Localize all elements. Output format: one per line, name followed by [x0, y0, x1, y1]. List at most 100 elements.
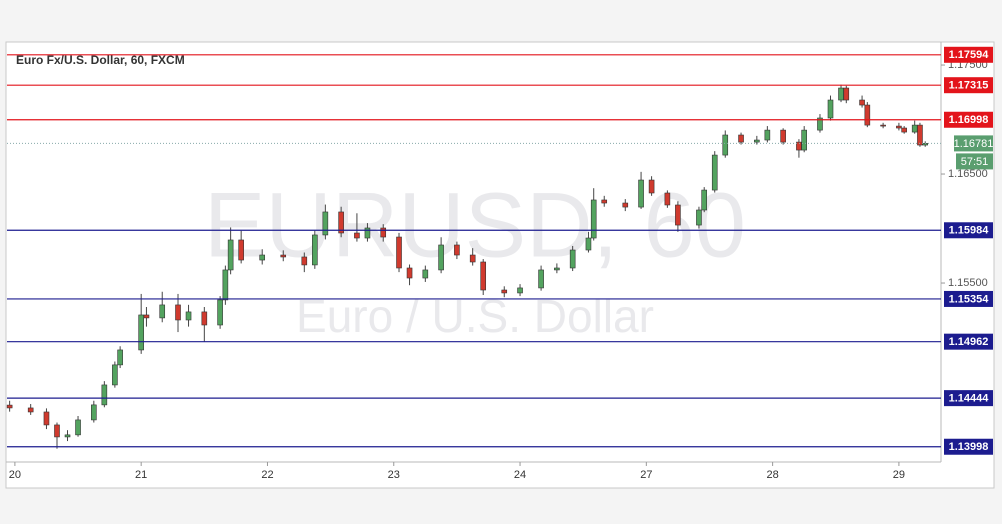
x-tick-label: 28: [766, 469, 778, 481]
level-label: 1.17594: [949, 49, 990, 61]
candle-body: [227, 239, 234, 271]
candle-body: [396, 236, 402, 269]
candle-body: [6, 404, 13, 409]
candle-body: [75, 419, 81, 436]
candle-body: [238, 239, 244, 261]
candle-body: [469, 254, 476, 263]
x-tick-label: 22: [261, 469, 273, 481]
x-tick-label: 21: [135, 469, 147, 481]
candle-body: [838, 87, 844, 101]
level-label: 1.16998: [949, 114, 989, 126]
level-label: 1.15354: [949, 293, 990, 305]
candle-body: [843, 87, 850, 101]
candle-body: [675, 204, 681, 226]
plot-area: [6, 84, 929, 449]
x-tick-label: 23: [388, 469, 400, 481]
level-label-box: [944, 333, 993, 350]
candle-body: [338, 211, 344, 234]
candle-body: [185, 311, 192, 321]
level-label: 1.14444: [949, 393, 990, 405]
candle-body: [696, 209, 702, 226]
candle-body: [701, 189, 708, 211]
candle-body: [64, 434, 71, 438]
level-label-box: [944, 390, 993, 407]
candle-body: [554, 267, 560, 271]
candle-body: [217, 299, 223, 326]
candle-body: [754, 139, 760, 143]
last-price-box: [954, 135, 993, 152]
x-tick-label: 20: [9, 469, 21, 481]
level-label-box: [944, 290, 993, 307]
level-label-box: [944, 222, 993, 239]
candle-body: [880, 124, 886, 127]
level-label: 1.15984: [949, 225, 990, 237]
level-label-box: [944, 77, 993, 94]
candle-body: [501, 289, 508, 294]
candle-body: [454, 244, 460, 256]
level-label: 1.14962: [949, 336, 989, 348]
candle-body: [43, 411, 50, 426]
candle-body: [569, 249, 576, 269]
candle-body: [664, 192, 671, 206]
candle-body: [917, 124, 923, 146]
candle-body: [901, 127, 907, 133]
chart-title: Euro Fx/U.S. Dollar, 60, FXCM: [16, 53, 185, 67]
y-tick-label: 1.16500: [948, 168, 988, 180]
candle-body: [590, 199, 597, 239]
candle-body: [859, 99, 865, 106]
candle-body: [201, 311, 208, 326]
watermark-subtitle: Euro / U.S. Dollar: [296, 290, 654, 342]
candle-body: [438, 244, 444, 271]
candle-body: [711, 154, 718, 191]
candle-body: [112, 364, 118, 386]
candle-body: [638, 179, 644, 208]
candle-body: [801, 129, 807, 151]
candle-body: [601, 199, 608, 204]
candle-body: [27, 407, 34, 413]
candle-body: [911, 124, 918, 133]
candle-body: [764, 129, 771, 141]
level-label: 1.13998: [949, 441, 989, 453]
candle-body: [54, 424, 60, 438]
candle-body: [380, 227, 387, 238]
candle-body: [864, 104, 871, 126]
level-label-box: [944, 438, 993, 455]
candle-body: [364, 227, 371, 239]
candle-body: [138, 314, 144, 351]
candle-body: [222, 269, 229, 301]
candle-body: [312, 234, 318, 266]
x-tick-label: 24: [514, 469, 526, 481]
candle-body: [91, 404, 97, 421]
candle-body: [780, 129, 786, 143]
level-label-box: [944, 46, 993, 63]
candle-body: [101, 384, 108, 406]
level-label-box: [944, 111, 993, 128]
candle-body: [406, 267, 413, 279]
candle-body: [322, 211, 329, 236]
candle-body: [175, 304, 181, 321]
candle-body: [896, 125, 902, 129]
candle-body: [817, 117, 823, 131]
countdown-box: [956, 153, 993, 170]
candle-body: [648, 179, 655, 194]
candle-body: [827, 99, 834, 119]
candle-body: [159, 304, 166, 319]
candle-body: [259, 254, 266, 261]
last-price-label: 1.16781: [954, 138, 994, 150]
candle-body: [622, 202, 629, 208]
candle-body: [796, 141, 802, 151]
candle-body: [738, 134, 744, 143]
y-tick-label: 1.15500: [948, 277, 988, 289]
candle-body: [354, 232, 360, 239]
candle-body: [517, 287, 523, 294]
candle-body: [538, 269, 544, 289]
level-label: 1.17315: [949, 80, 989, 92]
candle-body: [301, 256, 308, 266]
x-tick-label: 29: [893, 469, 905, 481]
candle-body: [422, 269, 429, 279]
candle-body: [143, 314, 150, 319]
candle-body: [722, 134, 729, 156]
countdown: 57:51: [961, 156, 989, 168]
candle-body: [585, 237, 592, 251]
